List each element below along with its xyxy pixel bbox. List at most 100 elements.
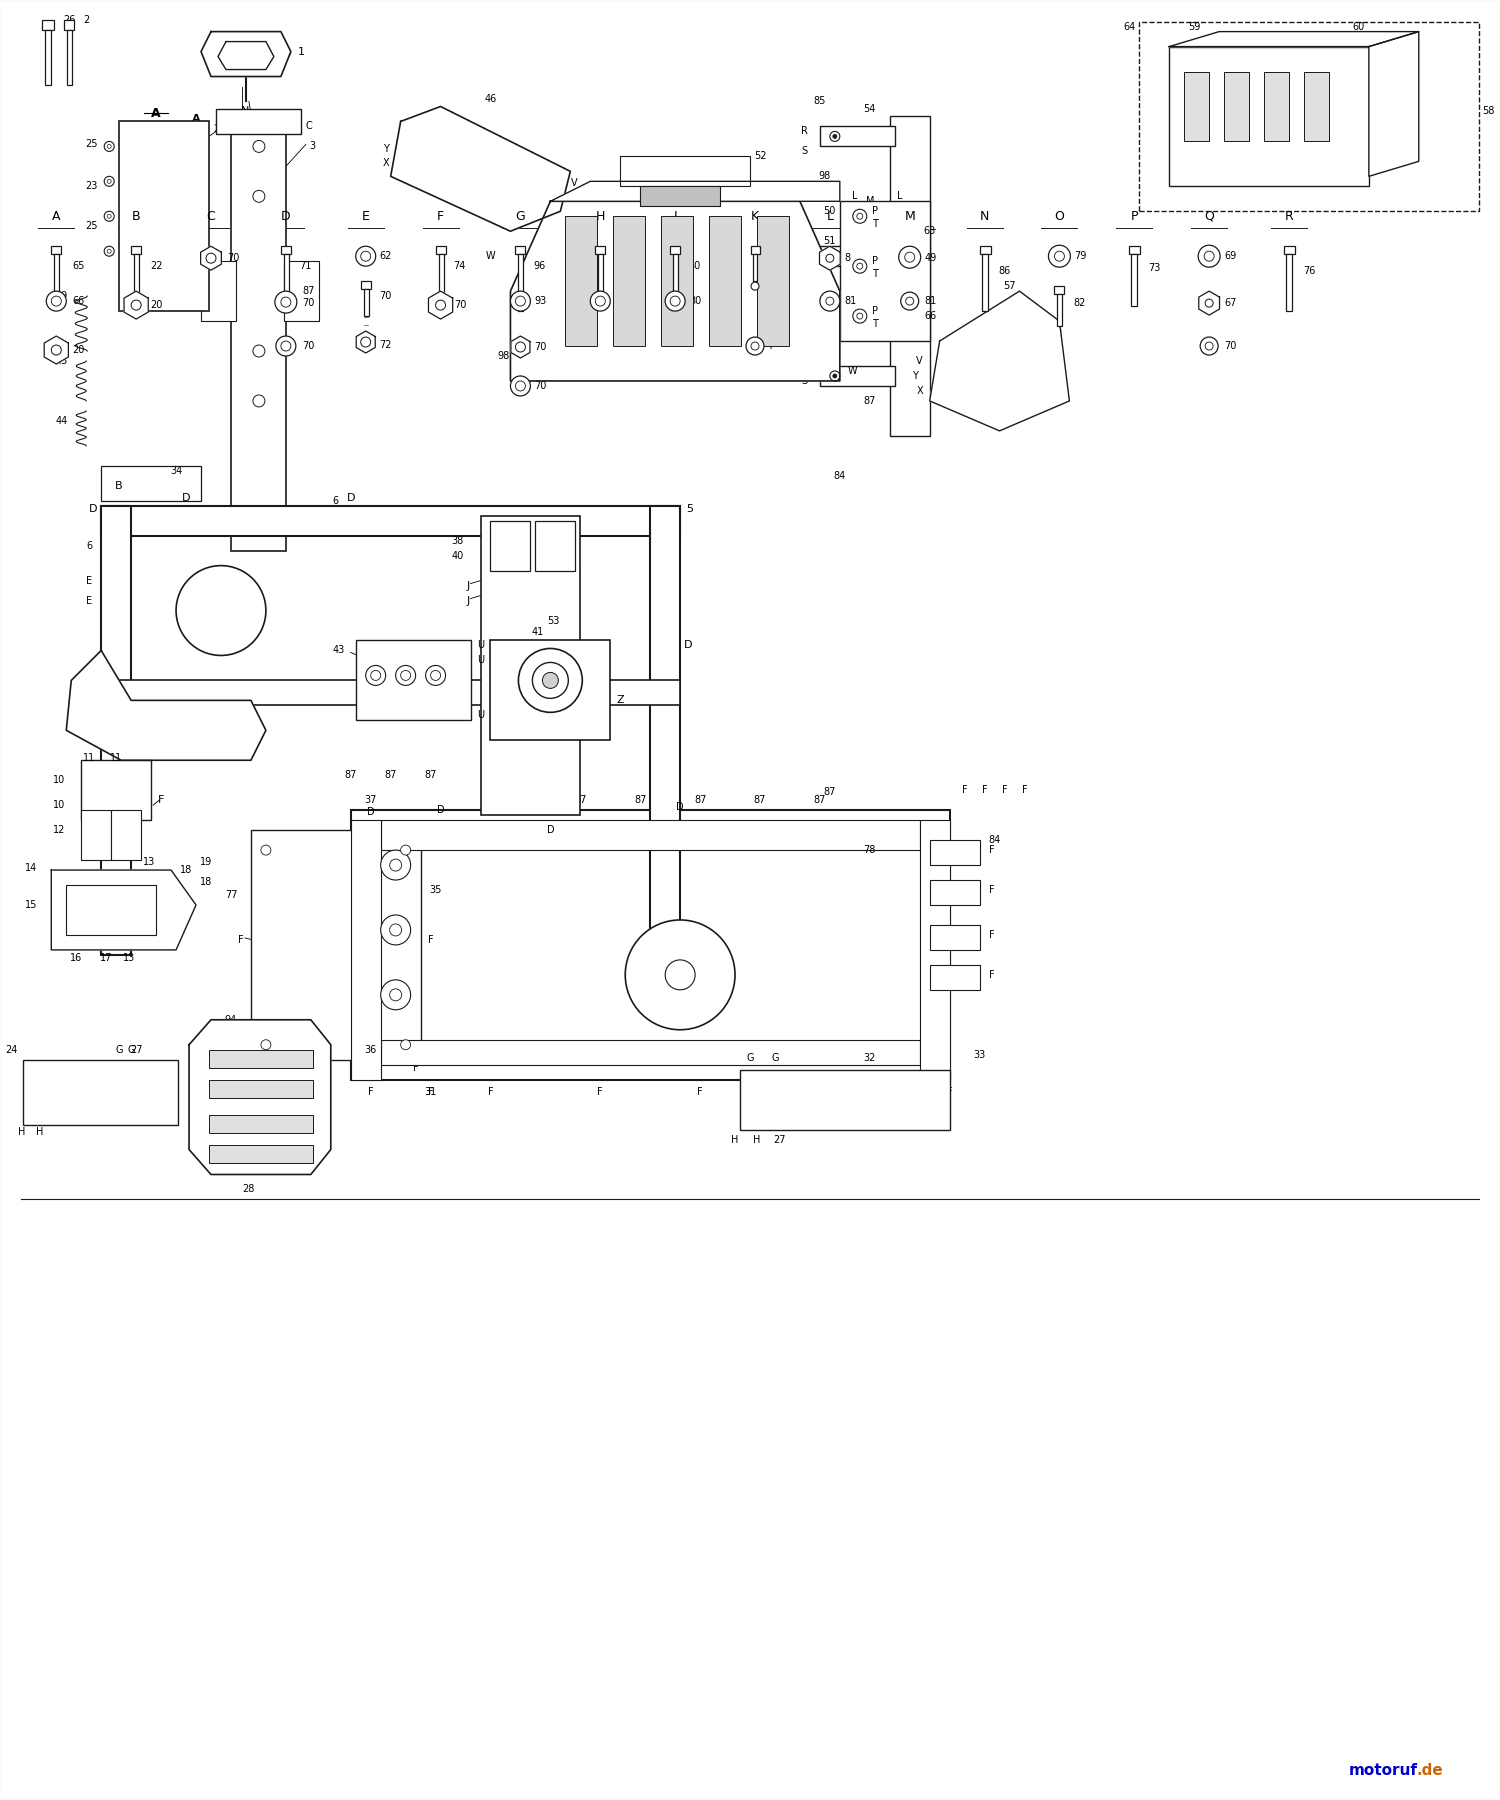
Text: 86: 86 (999, 266, 1011, 275)
Bar (640, 187, 720, 207)
Polygon shape (201, 247, 222, 270)
Bar (740, 1069, 950, 1130)
Text: 34: 34 (170, 466, 182, 475)
Text: V: V (572, 178, 578, 189)
Circle shape (532, 662, 568, 698)
Text: 98: 98 (819, 171, 831, 182)
Circle shape (104, 247, 114, 256)
Bar (516, 247, 525, 254)
Circle shape (106, 214, 111, 218)
Bar (1058, 293, 1062, 326)
Text: R: R (1284, 211, 1293, 223)
Bar (45, 29, 51, 85)
Circle shape (1198, 245, 1219, 266)
Text: 58: 58 (1482, 106, 1496, 117)
Circle shape (830, 371, 840, 382)
Circle shape (1204, 252, 1214, 261)
Text: F: F (427, 1087, 433, 1096)
Text: 21: 21 (417, 824, 430, 835)
Text: F: F (256, 1062, 261, 1073)
Text: 51: 51 (824, 236, 836, 247)
Text: 54: 54 (864, 104, 876, 115)
Bar (100, 680, 680, 706)
Bar (710, 216, 741, 346)
Circle shape (104, 211, 114, 221)
Text: E: E (362, 211, 369, 223)
Circle shape (904, 252, 915, 263)
Text: 10: 10 (53, 801, 66, 810)
Circle shape (106, 248, 111, 254)
Circle shape (435, 301, 445, 310)
Text: 63: 63 (924, 227, 936, 236)
Bar (81, 810, 111, 860)
Bar (650, 506, 680, 954)
Bar (1224, 72, 1250, 142)
Text: 20: 20 (150, 301, 162, 310)
Text: A: A (53, 211, 60, 223)
Text: 82: 82 (1074, 299, 1086, 308)
Circle shape (1204, 342, 1214, 349)
Text: 46: 46 (484, 94, 496, 104)
Circle shape (261, 846, 272, 855)
Text: 55: 55 (864, 317, 876, 326)
Text: 9: 9 (597, 675, 604, 686)
Text: 67: 67 (1224, 299, 1236, 308)
Text: 12: 12 (53, 824, 66, 835)
Bar (821, 247, 894, 266)
Bar (134, 254, 140, 301)
Text: D: D (684, 641, 693, 650)
Circle shape (356, 247, 375, 266)
Bar (480, 517, 580, 815)
Text: 14: 14 (26, 862, 38, 873)
Text: 26: 26 (63, 14, 75, 25)
Text: 5: 5 (687, 504, 693, 513)
Circle shape (400, 846, 411, 855)
Bar (100, 506, 130, 954)
Text: W: W (486, 252, 495, 261)
Text: 70: 70 (302, 299, 313, 308)
Text: 1: 1 (297, 47, 304, 56)
Bar (536, 520, 576, 571)
Bar (566, 216, 597, 346)
Text: A: A (192, 115, 201, 124)
Circle shape (51, 346, 62, 355)
Circle shape (370, 670, 381, 680)
Text: 30: 30 (688, 261, 700, 272)
Circle shape (360, 252, 370, 261)
Text: U: U (477, 641, 484, 650)
Circle shape (46, 292, 66, 311)
Text: Z: Z (616, 695, 624, 706)
Text: 8: 8 (766, 256, 772, 266)
Text: A: A (152, 106, 160, 121)
Bar (363, 290, 369, 317)
Text: 73: 73 (1149, 263, 1161, 274)
Bar (1264, 72, 1288, 142)
Text: F: F (818, 1087, 822, 1096)
Text: 93: 93 (534, 297, 546, 306)
Text: 66: 66 (924, 311, 938, 320)
Text: E: E (86, 576, 93, 585)
Bar (821, 365, 894, 385)
Text: 43: 43 (333, 646, 345, 655)
Text: 70: 70 (534, 382, 548, 391)
Bar (280, 247, 291, 254)
Text: K: K (507, 538, 515, 549)
Circle shape (833, 374, 837, 378)
Circle shape (366, 666, 386, 686)
Text: T: T (871, 220, 877, 229)
Circle shape (360, 337, 370, 347)
Text: X: X (382, 158, 388, 169)
Text: 7: 7 (766, 299, 772, 308)
Bar (360, 281, 370, 290)
Text: 11: 11 (110, 752, 123, 763)
Circle shape (746, 337, 764, 355)
Bar (216, 110, 302, 135)
Text: 39: 39 (56, 292, 68, 301)
Polygon shape (1198, 292, 1219, 315)
Text: L: L (897, 191, 903, 202)
Circle shape (830, 131, 840, 142)
Circle shape (664, 959, 694, 990)
Text: M: M (865, 196, 874, 207)
Text: 31: 31 (424, 1087, 436, 1096)
Text: D: D (676, 803, 684, 812)
